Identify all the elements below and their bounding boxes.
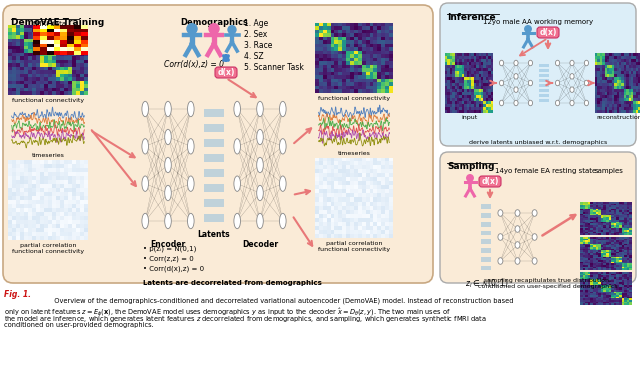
Text: only on latent features $z = E_\phi(\mathbf{x})$, the DemoVAE model uses demogra: only on latent features $z = E_\phi(\mat… — [4, 306, 451, 319]
Text: the model are inference, which generates latent features $z$ decorrelated from d: the model are inference, which generates… — [4, 314, 487, 324]
Text: • Corr(z,z) = 0: • Corr(z,z) = 0 — [143, 255, 194, 262]
Text: d(x): d(x) — [218, 68, 235, 77]
Text: Overview of the demographics-conditioned and decorrelated variational autoencode: Overview of the demographics-conditioned… — [50, 298, 513, 305]
FancyBboxPatch shape — [440, 3, 636, 146]
Text: input: input — [461, 115, 477, 120]
Text: d(x): d(x) — [540, 28, 557, 37]
Text: Inference: Inference — [447, 13, 495, 22]
Text: • Corr(d(x),z) = 0: • Corr(d(x),z) = 0 — [143, 265, 204, 272]
Text: partial correlation
functional connectivity: partial correlation functional connectiv… — [318, 241, 390, 252]
Text: timeseries: timeseries — [31, 153, 65, 158]
Text: 12yo male AA working memory: 12yo male AA working memory — [483, 19, 593, 25]
Circle shape — [227, 25, 237, 34]
Text: reconstruction: reconstruction — [596, 115, 640, 120]
FancyBboxPatch shape — [440, 152, 636, 283]
Text: functional connectivity: functional connectivity — [318, 96, 390, 101]
Circle shape — [186, 23, 198, 34]
Text: Decoder: Decoder — [242, 240, 278, 249]
FancyBboxPatch shape — [479, 176, 501, 187]
Text: Demographics: Demographics — [180, 18, 248, 27]
Text: Sampling: Sampling — [447, 162, 495, 171]
Text: • p(zᵢ) = Ν(0,1): • p(zᵢ) = Ν(0,1) — [143, 245, 196, 251]
Text: 4. SZ: 4. SZ — [244, 52, 264, 61]
Text: $z_i \in \mathcal{N}(0,1)$: $z_i \in \mathcal{N}(0,1)$ — [465, 277, 509, 290]
FancyBboxPatch shape — [3, 5, 433, 283]
Text: Fig. 1.: Fig. 1. — [4, 290, 31, 299]
Text: Latents are decorrelated from demographics: Latents are decorrelated from demographi… — [143, 280, 322, 286]
Text: Encoder: Encoder — [150, 240, 186, 249]
Circle shape — [208, 23, 220, 34]
Circle shape — [466, 174, 474, 182]
Text: 5. Scanner Task: 5. Scanner Task — [244, 63, 304, 72]
Text: timeseries: timeseries — [337, 151, 371, 156]
Text: functional connectivity: functional connectivity — [12, 98, 84, 103]
FancyBboxPatch shape — [215, 67, 237, 78]
Text: 14yo female EA resting state: 14yo female EA resting state — [495, 168, 596, 174]
Circle shape — [524, 25, 532, 33]
Text: partial correlation
functional connectivity: partial correlation functional connectiv… — [12, 243, 84, 254]
Text: derive latents unbiased w.r.t. demographics: derive latents unbiased w.r.t. demograph… — [469, 140, 607, 145]
Text: Corr(d(x),z) = 0: Corr(d(x),z) = 0 — [164, 60, 224, 69]
Text: d(x): d(x) — [481, 177, 499, 186]
Text: conditioned on user-provided demographics.: conditioned on user-provided demographic… — [4, 322, 154, 328]
Text: 2. Sex: 2. Sex — [244, 30, 268, 39]
Text: 3. Race: 3. Race — [244, 41, 273, 50]
Text: 1. Age: 1. Age — [244, 19, 268, 28]
FancyBboxPatch shape — [537, 27, 559, 38]
Text: Latents: Latents — [198, 230, 230, 239]
Text: DemoVAE Training: DemoVAE Training — [11, 18, 104, 27]
Text: samples: samples — [595, 168, 624, 174]
Text: sampling recapitulates true distribution,
conditioned on user-specified demograp: sampling recapitulates true distribution… — [478, 278, 618, 289]
Text: fMRI data: fMRI data — [33, 21, 66, 27]
